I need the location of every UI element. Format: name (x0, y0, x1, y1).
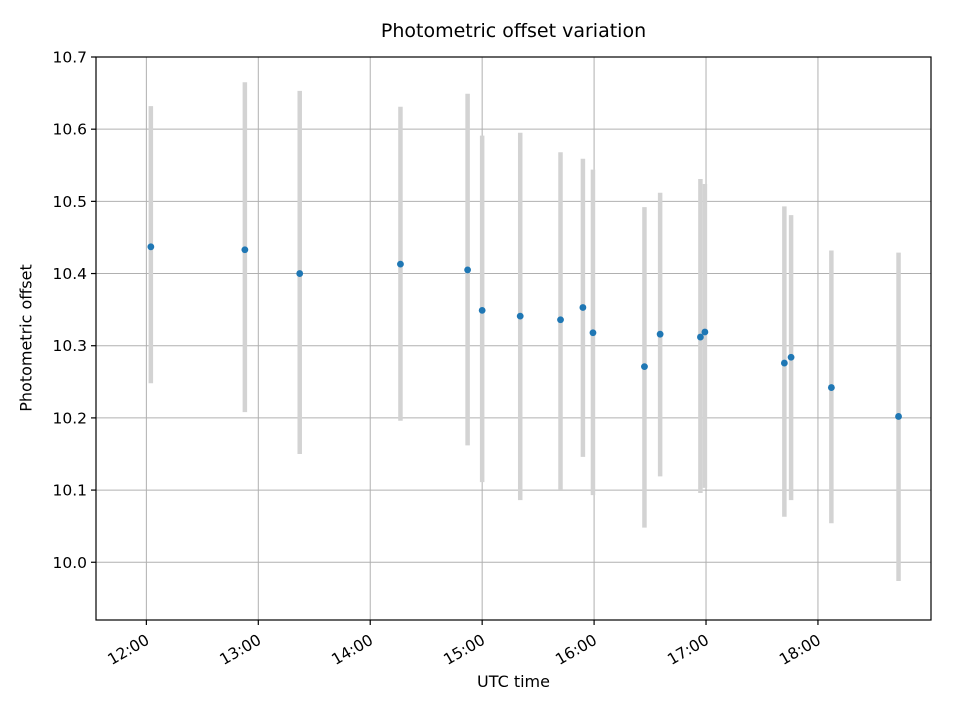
data-point (579, 304, 587, 311)
x-tick-label: 16:00 (552, 631, 600, 669)
x-tick-label: 17:00 (664, 631, 712, 669)
data-point (656, 330, 664, 338)
y-tick-label: 10.4 (52, 265, 87, 283)
y-axis-title: Photometric offset (16, 264, 36, 412)
x-axis-title: UTC time (477, 672, 550, 691)
data-point (557, 316, 564, 324)
y-tick-label: 10.5 (52, 193, 87, 211)
data-point (397, 260, 404, 268)
data-point (147, 243, 155, 251)
y-tick-label: 10.7 (52, 49, 87, 67)
data-point (895, 413, 902, 420)
y-tick-label: 10.3 (52, 337, 87, 355)
axes-box (95, 56, 932, 621)
y-tick-label: 10.1 (52, 482, 87, 500)
data-point (516, 312, 524, 320)
data-point (241, 246, 249, 254)
data-point (827, 384, 835, 391)
data-point (464, 266, 472, 274)
x-tick-label: 15:00 (440, 631, 488, 669)
data-point (478, 306, 486, 314)
data-point (641, 363, 648, 371)
chart-title: Photometric offset variation (380, 20, 647, 42)
x-tick-label: 14:00 (329, 631, 377, 669)
x-tick-label: 13:00 (217, 631, 265, 669)
data-point (589, 329, 597, 337)
data-point (780, 359, 788, 367)
y-tick-label: 10.6 (52, 121, 87, 139)
data-point (296, 270, 304, 277)
x-tick-label: 18:00 (776, 631, 824, 669)
x-tick-label: 12:00 (105, 631, 153, 669)
data-point (701, 328, 709, 336)
data-point (697, 333, 704, 341)
y-tick-label: 10.2 (52, 409, 87, 427)
data-point (787, 353, 795, 361)
y-tick-label: 10.0 (52, 554, 87, 572)
